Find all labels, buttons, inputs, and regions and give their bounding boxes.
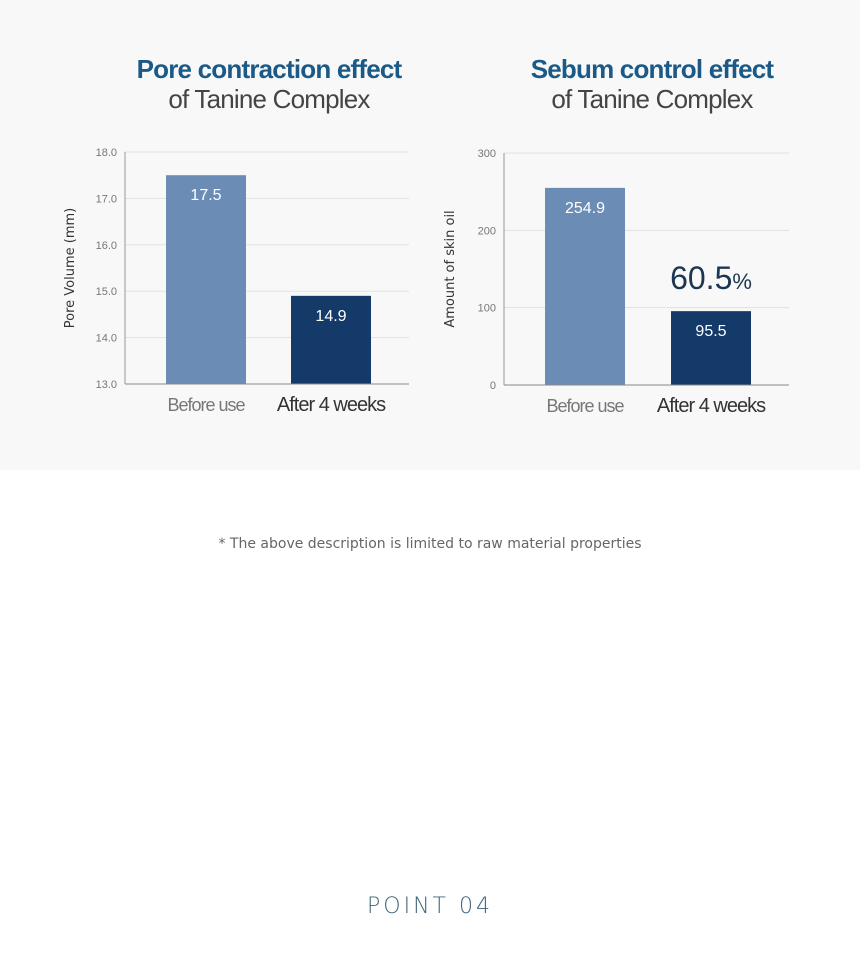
y-tick-label: 15.0 <box>96 286 117 298</box>
y-tick-label: 17.0 <box>96 193 117 205</box>
chart1-subtitle: of Tanine Complex <box>168 84 370 114</box>
bar <box>671 311 751 385</box>
x-category-label: After 4 weeks <box>657 395 766 417</box>
section-label: POINT 04 <box>367 894 493 919</box>
bar <box>291 295 371 384</box>
y-tick-label: 100 <box>478 303 496 315</box>
chart-section-background <box>0 0 860 470</box>
y-tick-label: 16.0 <box>96 240 117 252</box>
bar-value-label: 95.5 <box>695 323 726 340</box>
annotation-value: 60.5 <box>670 260 732 296</box>
chart2-subtitle: of Tanine Complex <box>551 84 753 114</box>
chart1-title: Pore contraction effect <box>136 54 403 84</box>
bar <box>545 187 625 385</box>
y-tick-label: 18.0 <box>96 147 117 159</box>
y-axis-label: Amount of skin oil <box>443 210 458 327</box>
y-tick-label: 300 <box>478 148 496 160</box>
y-tick-label: 200 <box>478 225 496 237</box>
annotation-unit: % <box>732 269 752 294</box>
y-tick-label: 13.0 <box>96 379 117 391</box>
disclaimer-note: * The above description is limited to ra… <box>218 536 642 552</box>
bar-value-label: 14.9 <box>315 308 346 325</box>
chart2-title: Sebum control effect <box>530 54 774 84</box>
x-category-label: After 4 weeks <box>277 394 386 416</box>
x-category-label: Before use <box>167 395 245 415</box>
bar <box>166 175 246 384</box>
x-category-label: Before use <box>546 396 624 416</box>
y-tick-label: 14.0 <box>96 333 117 345</box>
reduction-annotation: 60.5% <box>670 260 752 296</box>
bar-value-label: 17.5 <box>190 187 221 204</box>
y-tick-label: 0 <box>490 380 496 392</box>
bar-charts: 13.0 14.0 15.0 16.0 17.0 18.0 Pore Volume (mm)… <box>63 147 789 417</box>
y-axis-label: Pore Volume (mm) <box>63 208 78 328</box>
bar-value-label: 254.9 <box>565 200 605 217</box>
